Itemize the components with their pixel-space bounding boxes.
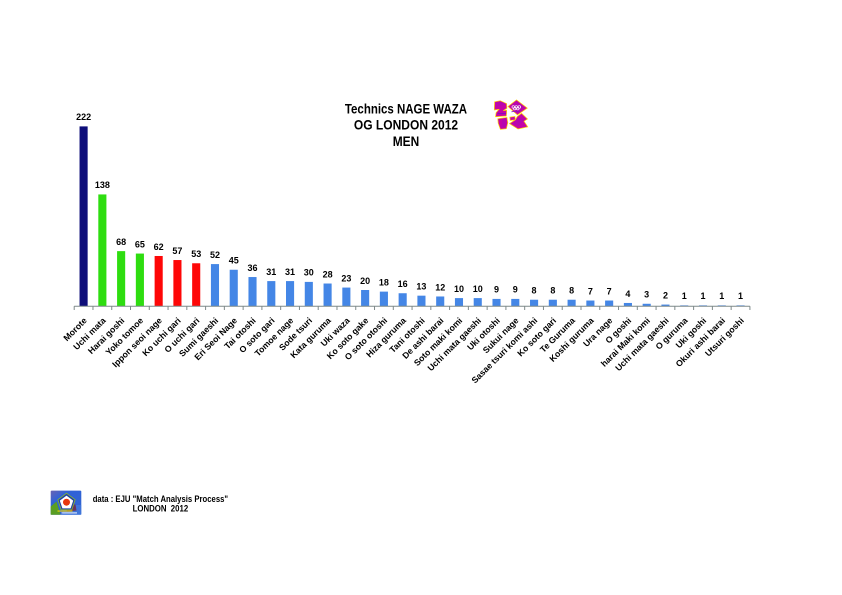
svg-text:68: 68 xyxy=(116,237,126,247)
svg-text:23: 23 xyxy=(341,273,351,283)
svg-text:52: 52 xyxy=(210,250,220,260)
svg-text:4: 4 xyxy=(625,289,630,299)
svg-text:31: 31 xyxy=(285,267,295,277)
svg-text:3: 3 xyxy=(644,290,649,300)
svg-text:OG LONDON 2012: OG LONDON 2012 xyxy=(354,117,458,133)
svg-text:13: 13 xyxy=(416,281,426,291)
svg-text:1: 1 xyxy=(719,291,724,301)
svg-text:53: 53 xyxy=(191,249,201,259)
svg-text:8: 8 xyxy=(569,286,574,296)
svg-text:28: 28 xyxy=(323,269,333,279)
svg-text:45: 45 xyxy=(229,256,239,266)
svg-text:10: 10 xyxy=(473,284,483,294)
svg-text:20: 20 xyxy=(360,276,370,286)
svg-text:2: 2 xyxy=(663,290,668,300)
svg-text:1: 1 xyxy=(700,291,705,301)
svg-text:data : EJU "Match Analysis Pro: data : EJU "Match Analysis Process" xyxy=(93,494,228,504)
svg-text:MEN: MEN xyxy=(393,133,420,149)
svg-text:8: 8 xyxy=(532,286,537,296)
svg-text:8: 8 xyxy=(550,286,555,296)
svg-text:10: 10 xyxy=(454,284,464,294)
svg-text:16: 16 xyxy=(398,279,408,289)
svg-text:12: 12 xyxy=(435,282,445,292)
svg-text:9: 9 xyxy=(513,285,518,295)
svg-text:Technics NAGE WAZA: Technics NAGE WAZA xyxy=(345,101,467,117)
svg-text:62: 62 xyxy=(154,242,164,252)
svg-text:18: 18 xyxy=(379,277,389,287)
svg-text:1: 1 xyxy=(738,291,743,301)
svg-text:30: 30 xyxy=(304,268,314,278)
svg-text:222: 222 xyxy=(76,112,91,122)
svg-text:31: 31 xyxy=(266,267,276,277)
svg-text:1: 1 xyxy=(682,291,687,301)
svg-text:36: 36 xyxy=(248,263,258,273)
svg-text:7: 7 xyxy=(607,286,612,296)
svg-text:9: 9 xyxy=(494,285,499,295)
svg-text:LONDON 2012: LONDON 2012 xyxy=(133,504,189,514)
svg-text:138: 138 xyxy=(95,180,110,190)
svg-text:65: 65 xyxy=(135,239,145,249)
svg-text:57: 57 xyxy=(172,246,182,256)
svg-text:7: 7 xyxy=(588,286,593,296)
